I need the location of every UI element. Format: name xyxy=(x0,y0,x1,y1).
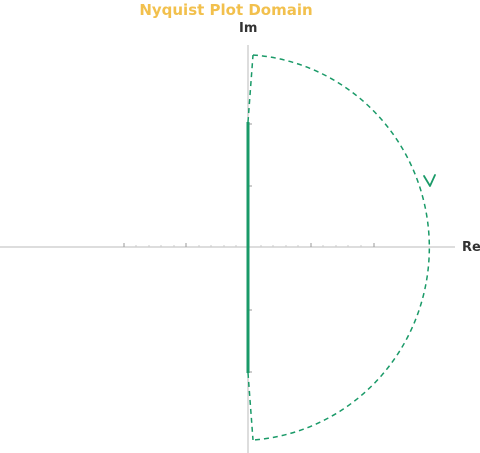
contour-direction-arrow xyxy=(423,174,436,187)
contour-large-semicircle xyxy=(252,54,431,441)
real-axis-major-ticks xyxy=(123,243,375,247)
real-axis-minor-ticks xyxy=(135,245,362,247)
chart-title: Nyquist Plot Domain xyxy=(139,1,313,19)
real-axis-label: Re xyxy=(462,240,480,255)
contour-upper-indent xyxy=(247,54,254,123)
imaginary-axis-label: Im xyxy=(239,21,258,36)
contour-lower-indent xyxy=(247,372,254,441)
